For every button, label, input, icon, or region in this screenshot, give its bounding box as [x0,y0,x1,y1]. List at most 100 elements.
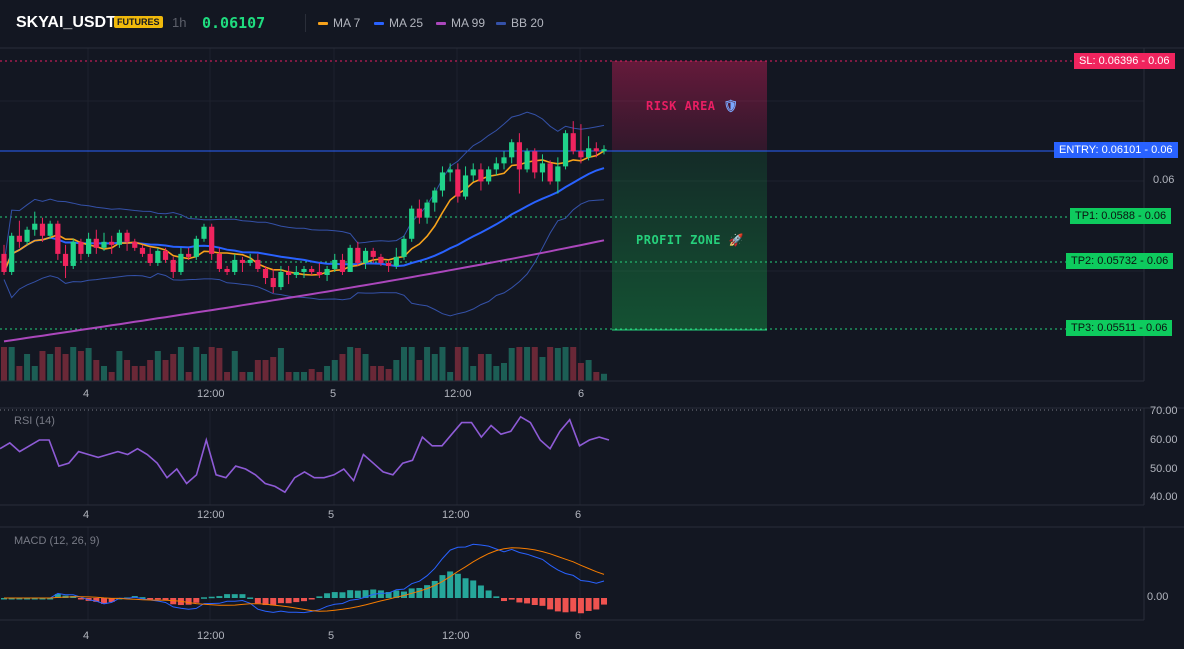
macd-histogram-bar [531,598,538,606]
volume-bar [201,354,207,381]
futures-badge: FUTURES [114,16,163,28]
candle-body [547,163,553,182]
profit-zone-box[interactable] [612,151,767,330]
candle-body [147,253,153,263]
volume-bar [77,351,84,381]
rsi-tick-60: 60.00 [1150,434,1178,446]
symbol-name[interactable]: SKYAI_USDT [16,14,116,31]
macd-histogram-bar [193,598,200,603]
macd-time-label-1200-b: 12:00 [442,630,470,642]
volume-bar [454,347,461,381]
volume-bar [147,360,154,381]
volume-bar [408,347,415,381]
volume-bar [370,366,377,381]
rsi-title[interactable]: RSI (14) [14,415,55,427]
legend-ma7[interactable]: MA 7 [318,16,360,30]
volume-bar [470,366,477,381]
candle-body [216,253,222,269]
macd-histogram-bar [447,571,454,598]
volume-bar [254,360,261,381]
rsi-line [0,415,610,494]
volume-bar [70,347,77,381]
volume-bar [54,347,61,381]
macd-tick-0: 0.00 [1147,591,1169,603]
macd-histogram-bar [39,598,46,600]
candle-body [439,172,446,191]
legend-bb20[interactable]: BB 20 [496,16,544,30]
tp1-tag[interactable]: TP1: 0.0588 - 0.06 [1070,208,1172,224]
macd-histogram-bar [93,598,100,602]
header-divider [305,14,306,32]
volume-bar [554,348,561,381]
macd-histogram-bar [470,580,477,598]
profit-zone-label: PROFIT ZONE 🚀 [636,233,744,247]
candle-body [339,259,346,272]
legend-ma99[interactable]: MA 99 [436,16,485,30]
macd-signal-line [4,547,605,612]
candle-body [478,169,484,182]
tp2-tag-label: TP2: 0.05732 [1071,255,1138,267]
legend-ma25[interactable]: MA 25 [374,16,423,30]
candlesticks[interactable] [1,121,607,294]
macd-histogram-bar [539,598,546,606]
risk-area-text: RISK AREA [646,99,716,113]
volume-bar [416,360,423,381]
profit-zone-text: PROFIT ZONE [636,233,721,247]
volume-bars [1,347,607,381]
volume-bar [477,354,484,381]
rsi-time-label-1200-b: 12:00 [442,509,470,521]
volume-bar [31,366,38,381]
candle-body [32,223,38,230]
timeframe-selector[interactable]: 1h [172,15,187,30]
macd-histogram-bar [570,598,577,612]
candle-body [539,163,546,173]
candle-body [416,208,422,218]
macd-histogram-bar [147,598,154,600]
tp2-tag[interactable]: TP2: 0.05732 - 0.06 [1066,253,1174,269]
rsi-time-label-6: 6 [575,509,582,521]
candle-body [193,238,199,257]
entry-tag-price: 0.06 [1151,144,1173,156]
macd-title[interactable]: MACD (12, 26, 9) [14,535,100,547]
candle-body [101,241,107,248]
volume-bar [139,366,146,381]
ma99-swatch [436,21,446,25]
macd-histogram-bar [24,598,31,600]
tp3-tag[interactable]: TP3: 0.05511 - 0.06 [1066,320,1173,336]
macd-histogram-bar [108,598,115,603]
candle-body [570,133,576,152]
sl-tag[interactable]: SL: 0.06396 - 0.06 [1074,53,1175,69]
volume-bar [185,372,192,381]
macd-time-label-5: 5 [328,630,335,642]
volume-bar [124,360,131,381]
volume-bar [108,372,115,381]
entry-tag[interactable]: ENTRY: 0.06101 - 0.06 [1054,142,1178,158]
volume-bar [377,366,384,381]
volume-bar [116,351,123,381]
candle-body [462,175,469,197]
candle-body [70,241,76,266]
candle-body [362,250,369,263]
candle-body [593,148,599,152]
rsi-tick-40: 40.00 [1150,491,1178,503]
volume-bar [177,347,184,381]
volume-bar [262,360,269,381]
macd-histogram-bar [493,596,500,598]
candle-body [262,268,269,279]
bb20-swatch [496,21,506,25]
candle-body [355,247,361,263]
candle-body [255,259,261,269]
rsi-tick-70: 70.00 [1150,405,1178,417]
volume-bar [339,354,346,381]
volume-bar [131,366,138,381]
macd-histogram-bar [224,594,231,598]
macd-histogram-bar [524,598,531,604]
macd-histogram-bar [416,587,423,598]
legend-ma25-label: MA 25 [389,16,424,30]
time-label-6: 6 [578,388,585,400]
volume-bar [431,354,438,381]
macd-histogram-bar [77,598,84,600]
risk-area-box[interactable] [612,61,767,151]
candle-body [293,271,299,275]
